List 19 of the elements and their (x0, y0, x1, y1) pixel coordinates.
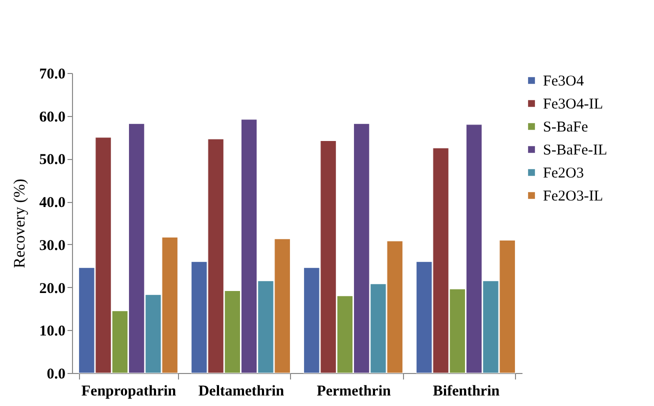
y-tick-label: 50.0 (39, 152, 66, 168)
x-tick-label: Fenpropathrin (81, 384, 177, 400)
legend-label: Fe2O3-IL (543, 188, 603, 204)
legend-label: Fe3O4-IL (543, 96, 603, 112)
x-tick-label: Bifenthrin (432, 384, 500, 400)
y-tick-label: 60.0 (39, 109, 66, 126)
x-tick-label: Deltamethrin (198, 384, 285, 400)
legend-label: S-BaFe (543, 120, 588, 136)
legend-label: Fe2O3 (543, 166, 584, 182)
y-tick-label: 0.0 (46, 366, 66, 382)
y-tick-label: 70.0 (39, 66, 66, 82)
y-tick-label: 30.0 (39, 238, 66, 254)
y-tick-label: 40.0 (39, 195, 66, 212)
legend-label: S-BaFe-IL (543, 142, 608, 158)
y-axis-title: Recovery (%) (11, 178, 28, 268)
y-tick-label: 10.0 (39, 324, 66, 340)
x-tick-label: Permethrin (316, 384, 392, 400)
y-tick-label: 20.0 (39, 280, 66, 297)
legend-label: Fe3O4 (543, 74, 584, 90)
